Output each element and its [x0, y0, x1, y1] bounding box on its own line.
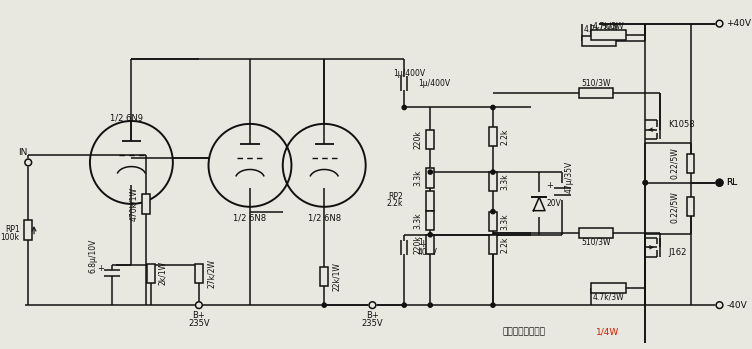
- Text: 4.7k/3W: 4.7k/3W: [583, 25, 615, 34]
- Circle shape: [428, 233, 432, 237]
- Text: 1/2 6N8: 1/2 6N8: [233, 214, 266, 223]
- Bar: [581, 36, 617, 46]
- Text: 1/4W: 1/4W: [596, 328, 620, 337]
- Circle shape: [716, 302, 723, 309]
- Text: 20V: 20V: [547, 199, 562, 208]
- Bar: [426, 168, 434, 187]
- Circle shape: [716, 20, 723, 27]
- Bar: [24, 220, 32, 239]
- Bar: [489, 172, 497, 191]
- Circle shape: [369, 302, 376, 309]
- Text: 0.22/5W: 0.22/5W: [670, 191, 679, 223]
- Bar: [489, 211, 497, 231]
- Text: +: +: [547, 181, 553, 190]
- Text: 2.2k: 2.2k: [500, 128, 509, 144]
- Circle shape: [322, 303, 326, 307]
- Bar: [489, 235, 497, 254]
- Circle shape: [25, 159, 32, 166]
- Text: -40V: -40V: [726, 300, 747, 310]
- Bar: [591, 30, 626, 40]
- Text: 47μ/35V: 47μ/35V: [565, 161, 574, 193]
- Text: 0.22/5W: 0.22/5W: [670, 148, 679, 179]
- Bar: [687, 197, 694, 216]
- Text: 1μ/
400V: 1μ/ 400V: [417, 238, 438, 257]
- Circle shape: [716, 179, 723, 186]
- Text: 2.2k: 2.2k: [500, 236, 509, 253]
- Bar: [591, 283, 626, 292]
- Circle shape: [402, 105, 406, 110]
- Text: 22k/1W: 22k/1W: [332, 262, 341, 291]
- Circle shape: [643, 180, 647, 185]
- Text: 470k/1W: 470k/1W: [129, 187, 138, 221]
- Text: 2.2k: 2.2k: [387, 199, 403, 208]
- Bar: [426, 235, 434, 254]
- Text: 3.3k: 3.3k: [414, 170, 422, 186]
- Circle shape: [491, 105, 495, 110]
- Text: 510/3W: 510/3W: [581, 79, 611, 88]
- Text: 1μ/400V: 1μ/400V: [393, 69, 425, 78]
- Text: +: +: [97, 264, 104, 273]
- Circle shape: [428, 303, 432, 307]
- Bar: [142, 194, 150, 214]
- Bar: [579, 228, 614, 238]
- Bar: [489, 127, 497, 146]
- Circle shape: [491, 303, 495, 307]
- Circle shape: [491, 209, 495, 214]
- Bar: [426, 211, 434, 230]
- Text: 1μ/400V: 1μ/400V: [417, 79, 450, 88]
- Text: 27k/2W: 27k/2W: [207, 259, 216, 288]
- Text: RP1: RP1: [5, 225, 20, 235]
- Text: 100k: 100k: [1, 233, 20, 242]
- Circle shape: [716, 179, 723, 186]
- Text: +40V: +40V: [726, 19, 751, 28]
- Text: B+: B+: [193, 311, 205, 320]
- Text: 6.8μ/10V: 6.8μ/10V: [88, 239, 97, 273]
- Circle shape: [643, 180, 647, 185]
- Circle shape: [717, 180, 722, 185]
- Circle shape: [402, 303, 406, 307]
- Text: 1/2 6N9: 1/2 6N9: [110, 113, 143, 122]
- Text: B+: B+: [366, 311, 379, 320]
- Bar: [579, 88, 614, 98]
- Bar: [687, 154, 694, 173]
- Text: 2k/1W: 2k/1W: [158, 261, 167, 285]
- Text: 3.3k: 3.3k: [500, 173, 509, 190]
- Text: RL: RL: [726, 178, 738, 187]
- Bar: [426, 191, 434, 211]
- Text: 4.7k/3W: 4.7k/3W: [593, 21, 624, 30]
- Text: 3.3k: 3.3k: [500, 213, 509, 230]
- Text: 4.7k/3W: 4.7k/3W: [593, 293, 624, 302]
- Text: 235V: 235V: [362, 319, 384, 328]
- Text: IN: IN: [18, 148, 27, 157]
- Circle shape: [196, 302, 202, 309]
- Text: 220k: 220k: [414, 235, 422, 254]
- Text: K1058: K1058: [669, 120, 695, 129]
- Text: 510/3W: 510/3W: [581, 238, 611, 247]
- Text: RP2: RP2: [389, 192, 403, 201]
- Circle shape: [428, 170, 432, 174]
- Text: 3.3k: 3.3k: [414, 212, 422, 229]
- Text: RL: RL: [726, 178, 738, 187]
- Text: J162: J162: [669, 247, 687, 257]
- Text: 220k: 220k: [414, 130, 422, 149]
- Bar: [147, 264, 154, 283]
- Text: 1/2 6N8: 1/2 6N8: [308, 214, 341, 223]
- Circle shape: [491, 170, 495, 174]
- Text: 235V: 235V: [188, 319, 210, 328]
- Bar: [195, 264, 203, 283]
- Bar: [426, 130, 434, 149]
- Text: 注：未注电阻都为: 注：未注电阻都为: [502, 328, 545, 337]
- Bar: [320, 267, 328, 286]
